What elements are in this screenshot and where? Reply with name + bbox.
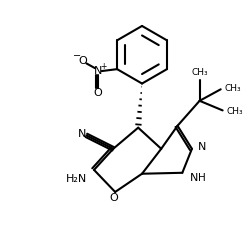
Text: N: N [94,66,102,76]
Text: H₂N: H₂N [66,174,87,185]
Text: H: H [198,173,205,183]
Text: CH₃: CH₃ [191,68,208,78]
Text: CH₃: CH₃ [224,84,241,93]
Text: N: N [198,142,206,152]
Text: O: O [110,193,119,203]
Text: N: N [190,173,198,183]
Text: N: N [77,129,86,139]
Text: O: O [78,56,87,66]
Text: +: + [101,62,107,71]
Text: −: − [73,51,81,61]
Text: CH₃: CH₃ [226,107,243,116]
Text: O: O [93,88,102,98]
